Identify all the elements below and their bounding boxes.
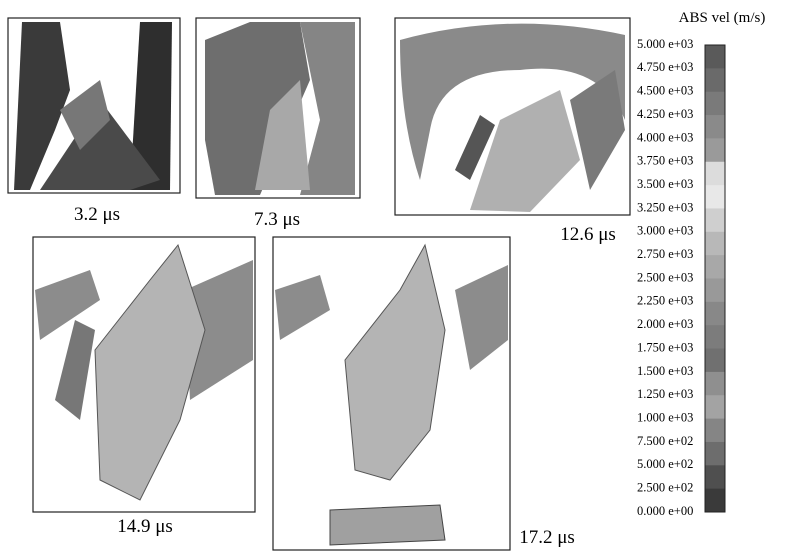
legend: ABS vel (m/s) 5.000 e+03 4.750 e+03 4.500 … (637, 10, 765, 518)
shape (330, 505, 445, 545)
colorbar-segment (705, 208, 725, 232)
colorbar-segment (705, 162, 725, 186)
legend-label: 1.750 e+03 (637, 340, 693, 354)
legend-label: 4.000 e+03 (637, 130, 693, 144)
legend-label: 1.000 e+03 (637, 410, 693, 424)
caption: 7.3 μs (254, 209, 300, 230)
legend-label: 2.250 e+03 (637, 294, 693, 308)
legend-label: 4.500 e+03 (637, 84, 693, 98)
legend-label: 1.500 e+03 (637, 364, 693, 378)
colorbar-segment (705, 489, 725, 513)
panel-4: 14.9 μs (33, 237, 255, 537)
colorbar-segment (705, 279, 725, 303)
colorbar-segment (705, 45, 725, 69)
legend-label: 2.500 e+03 (637, 270, 693, 284)
panel-5: 17.2 μs (273, 237, 575, 550)
legend-label: 4.750 e+03 (637, 60, 693, 74)
caption: 3.2 μs (74, 204, 120, 225)
legend-label: 3.500 e+03 (637, 177, 693, 191)
caption: 12.6 μs (560, 224, 616, 245)
colorbar-segment (705, 325, 725, 349)
colorbar-segment (705, 138, 725, 162)
colorbar-segment (705, 115, 725, 139)
colorbar-segment (705, 255, 725, 279)
figure: 3.2 μs 7.3 μs 12.6 μs 14.9 μs 17.2 μs AB (0, 0, 787, 554)
colorbar-segment (705, 442, 725, 466)
legend-label: 3.750 e+03 (637, 154, 693, 168)
legend-title: ABS vel (m/s) (679, 10, 766, 26)
colorbar-segment (705, 395, 725, 419)
panel-3: 12.6 μs (395, 18, 630, 245)
legend-label: 5.000 e+02 (637, 457, 693, 471)
legend-label: 2.500 e+02 (637, 481, 693, 495)
colorbar-segment (705, 349, 725, 373)
legend-label: 3.250 e+03 (637, 200, 693, 214)
colorbar-segment (705, 372, 725, 396)
legend-label: 5.000 e+03 (637, 37, 693, 51)
legend-label: 0.000 e+00 (637, 504, 693, 518)
colorbar-segment (705, 185, 725, 209)
panel-2: 7.3 μs (196, 18, 360, 230)
colorbar-segment (705, 419, 725, 443)
legend-label: 2.000 e+03 (637, 317, 693, 331)
legend-label: 3.000 e+03 (637, 224, 693, 238)
colorbar-segment (705, 465, 725, 489)
caption: 17.2 μs (519, 527, 575, 548)
colorbar-segment (705, 232, 725, 256)
panel-1: 3.2 μs (8, 18, 180, 225)
legend-label: 1.250 e+03 (637, 387, 693, 401)
colorbar-segment (705, 302, 725, 326)
legend-label: 4.250 e+03 (637, 107, 693, 121)
colorbar-segment (705, 68, 725, 92)
colorbar-segment (705, 92, 725, 116)
legend-label: 7.500 e+02 (637, 434, 693, 448)
legend-label: 2.750 e+03 (637, 247, 693, 261)
caption: 14.9 μs (117, 516, 173, 537)
